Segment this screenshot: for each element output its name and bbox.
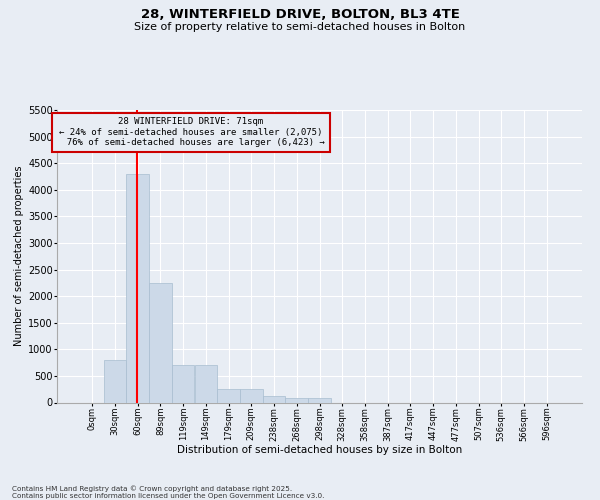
Text: 28, WINTERFIELD DRIVE, BOLTON, BL3 4TE: 28, WINTERFIELD DRIVE, BOLTON, BL3 4TE [140, 8, 460, 20]
Bar [286, 398, 308, 402]
Text: Contains HM Land Registry data © Crown copyright and database right 2025.
Contai: Contains HM Land Registry data © Crown c… [12, 486, 325, 499]
Bar [217, 389, 240, 402]
Bar [308, 398, 331, 402]
Bar [104, 360, 127, 403]
Bar [240, 389, 263, 402]
Bar [172, 366, 194, 403]
Bar [263, 396, 286, 402]
Y-axis label: Number of semi-detached properties: Number of semi-detached properties [14, 166, 24, 346]
Bar [127, 174, 149, 402]
Bar [194, 366, 217, 403]
Text: Size of property relative to semi-detached houses in Bolton: Size of property relative to semi-detach… [134, 22, 466, 32]
Text: 28 WINTERFIELD DRIVE: 71sqm
← 24% of semi-detached houses are smaller (2,075)
  : 28 WINTERFIELD DRIVE: 71sqm ← 24% of sem… [56, 118, 325, 147]
Bar [149, 283, 172, 403]
X-axis label: Distribution of semi-detached houses by size in Bolton: Distribution of semi-detached houses by … [177, 445, 462, 455]
